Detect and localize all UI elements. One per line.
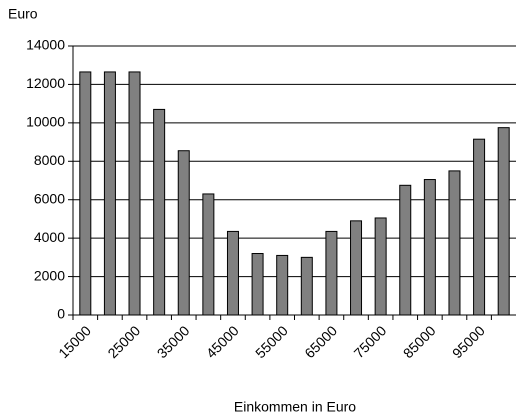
x-tick-label: 35000 (154, 322, 193, 361)
x-tick-label: 85000 (400, 322, 439, 361)
y-tick-label: 0 (57, 306, 65, 322)
y-tick-label: 4000 (34, 229, 65, 245)
y-tick-label: 14000 (26, 37, 65, 53)
bar (202, 193, 215, 316)
bar (226, 230, 239, 316)
bar (177, 150, 190, 316)
x-tick-label: 75000 (351, 322, 390, 361)
y-tick-label: 6000 (34, 190, 65, 206)
bar (497, 127, 510, 316)
bar (128, 71, 141, 316)
bar (374, 217, 387, 316)
bar (103, 71, 116, 316)
x-tick-label: 55000 (252, 322, 291, 361)
bar (79, 71, 92, 316)
x-tick-label: 65000 (301, 322, 340, 361)
bar (473, 138, 486, 316)
bar (423, 179, 436, 316)
bar (153, 108, 166, 316)
y-tick-label: 8000 (34, 152, 65, 168)
x-tick-label: 45000 (203, 322, 242, 361)
bar (300, 256, 313, 316)
x-axis-label: Einkommen in Euro (234, 399, 356, 415)
bar (251, 253, 264, 316)
x-tick-label: 25000 (104, 322, 143, 361)
y-tick-label: 12000 (26, 75, 65, 91)
bar (448, 170, 461, 316)
bar (399, 184, 412, 316)
y-tick-label: 2000 (34, 267, 65, 283)
bar (325, 230, 338, 316)
y-tick-label: 10000 (26, 114, 65, 130)
y-axis-label: Euro (8, 6, 38, 22)
bar (276, 254, 289, 316)
x-tick-label: 95000 (449, 322, 488, 361)
bar (350, 220, 363, 316)
x-tick-label: 15000 (55, 322, 94, 361)
